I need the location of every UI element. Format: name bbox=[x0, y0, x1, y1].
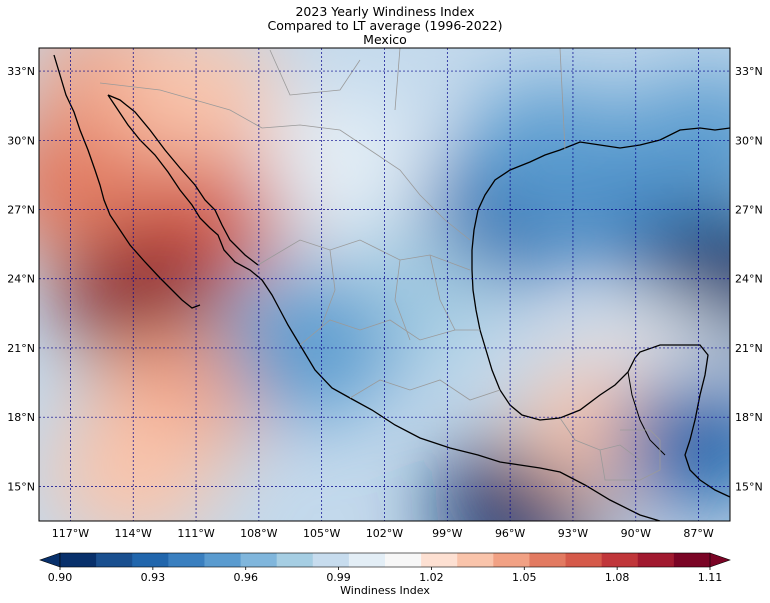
map-plot-area bbox=[38, 47, 731, 522]
field-region-texas-gulf bbox=[467, 81, 638, 222]
map-frame bbox=[38, 47, 731, 522]
colorbar-label: Windiness Index bbox=[340, 584, 430, 597]
colorbar-extend-low bbox=[39, 552, 61, 568]
colorbar-segment bbox=[457, 553, 494, 567]
lat-tick-label-right: 24°N bbox=[735, 273, 763, 286]
colorbar-segment bbox=[96, 553, 133, 567]
graticule bbox=[39, 48, 730, 521]
lon-tick-label: 96°W bbox=[495, 527, 525, 540]
field-region-pacific-south bbox=[48, 404, 219, 521]
colorbar-segment bbox=[312, 553, 350, 567]
colorbar-segment bbox=[240, 553, 278, 567]
colorbar-segment bbox=[565, 553, 603, 567]
us-state-border bbox=[269, 48, 566, 151]
field-region-caribbean bbox=[613, 370, 730, 511]
lat-tick-label-left: 33°N bbox=[7, 65, 35, 78]
colorbar-tick-label: 0.99 bbox=[326, 571, 351, 584]
colorbar-frame bbox=[59, 552, 711, 568]
us-mexico-border bbox=[99, 82, 471, 241]
lat-tick-label-right: 21°N bbox=[735, 342, 763, 355]
colorbar-tick-label: 0.96 bbox=[233, 571, 258, 584]
longitude-labels: 117°W 114°W 111°W 108°W 105°W 102°W 99°W 96°W 93… bbox=[52, 527, 714, 540]
colorbar-segment bbox=[168, 553, 205, 567]
colorbar-extend-high bbox=[709, 552, 731, 568]
colorbar-segment bbox=[673, 553, 711, 567]
lat-tick-label-right: 15°N bbox=[735, 480, 763, 493]
coastlines bbox=[53, 54, 730, 521]
lon-tick-label: 87°W bbox=[683, 527, 713, 540]
colorbar-tick-label: 0.93 bbox=[141, 571, 166, 584]
lon-tick-label: 114°W bbox=[115, 527, 152, 540]
colorbar-segment bbox=[204, 553, 242, 567]
lat-tick-label-right: 33°N bbox=[735, 65, 763, 78]
field-region-chihuahua bbox=[257, 93, 428, 234]
field-region-nw-pacific-coast bbox=[39, 116, 156, 257]
lat-tick-label-left: 21°N bbox=[7, 342, 35, 355]
guatemala-border bbox=[599, 429, 661, 481]
pacific-coastline bbox=[53, 54, 661, 521]
latitude-labels-left: 33°N 30°N 27°N 24°N 21°N 18°N 15°N bbox=[7, 65, 35, 493]
yucatan-outline bbox=[627, 371, 666, 456]
colorbar: 0.90 0.93 0.96 0.99 1.02 1.05 1.08 1.11 Windine… bbox=[39, 552, 731, 597]
colorbar-tick-label: 1.05 bbox=[512, 571, 537, 584]
colorbar-segment bbox=[276, 553, 314, 567]
latitude-labels-right: 33°N 30°N 27°N 24°N 21°N 18°N 15°N bbox=[735, 65, 763, 493]
lat-tick-label-left: 24°N bbox=[7, 273, 35, 286]
lon-tick-label: 105°W bbox=[303, 527, 340, 540]
colorbar-segment bbox=[60, 553, 97, 567]
colorbar-tick-label: 1.11 bbox=[698, 571, 723, 584]
lat-tick-label-left: 30°N bbox=[7, 134, 35, 147]
lat-tick-label-right: 30°N bbox=[735, 134, 763, 147]
colorbar-segment bbox=[348, 553, 386, 567]
lon-tick-label: 102°W bbox=[366, 527, 403, 540]
colorbar-segment bbox=[493, 553, 530, 567]
field-region-arizona bbox=[111, 48, 282, 165]
state-border-3 bbox=[319, 249, 456, 341]
lat-tick-label-right: 18°N bbox=[735, 411, 763, 424]
state-border-4 bbox=[349, 379, 501, 401]
lon-tick-label: 117°W bbox=[52, 527, 89, 540]
state-borders bbox=[99, 48, 661, 481]
colorbar-segment bbox=[421, 553, 458, 567]
colorbar-segment bbox=[601, 553, 639, 567]
gulf-coastline bbox=[471, 127, 730, 498]
lon-tick-label: 108°W bbox=[240, 527, 277, 540]
colorbar-tick-label: 1.02 bbox=[419, 571, 444, 584]
lat-tick-label-left: 15°N bbox=[7, 480, 35, 493]
colorbar-tick-label: 0.90 bbox=[48, 571, 73, 584]
map-title: 2023 Yearly Windiness Index bbox=[295, 4, 475, 19]
sonora-coastline bbox=[107, 94, 259, 266]
colorbar-segment bbox=[385, 553, 422, 567]
lon-tick-label: 93°W bbox=[558, 527, 588, 540]
lat-tick-label-right: 27°N bbox=[735, 204, 763, 217]
field-region-florida-area bbox=[624, 70, 730, 211]
colorbar-segment bbox=[637, 553, 675, 567]
lon-tick-label: 90°W bbox=[621, 527, 651, 540]
lon-tick-label: 111°W bbox=[177, 527, 214, 540]
map-region: Mexico bbox=[363, 32, 407, 47]
lat-tick-label-left: 18°N bbox=[7, 411, 35, 424]
lat-tick-label-left: 27°N bbox=[7, 204, 35, 217]
colorbar-tick-label: 1.08 bbox=[605, 571, 630, 584]
map-subtitle: Compared to LT average (1996-2022) bbox=[267, 18, 503, 33]
colorbar-segment bbox=[132, 553, 169, 567]
colorbar-segment bbox=[529, 553, 567, 567]
lon-tick-label: 99°W bbox=[432, 527, 462, 540]
